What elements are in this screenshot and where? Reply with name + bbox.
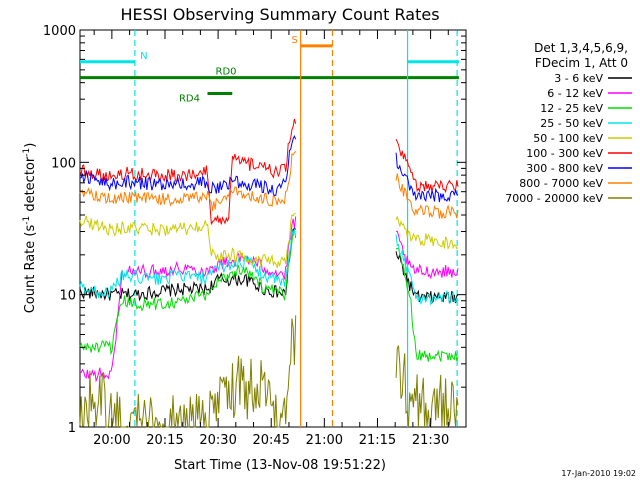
x-tick-label: 20:15 (146, 433, 183, 448)
series-line (79, 315, 459, 429)
y-axis: 1 10 100 1000 (43, 24, 466, 436)
series-line (79, 227, 459, 305)
flag-label: RD4 (179, 94, 200, 105)
series-line (79, 135, 459, 203)
flag-label: RD0 (216, 67, 237, 78)
x-axis: 20:00 20:15 20:30 20:45 21:00 21:15 21:30 (93, 30, 449, 448)
y-tick-label: 1000 (43, 24, 76, 39)
legend-label: 3 - 6 keV (554, 72, 603, 85)
legend-header-line: Det 1,3,4,5,6,9, (534, 41, 628, 55)
flag-label: N (140, 51, 147, 62)
y-tick-label: 100 (51, 156, 76, 171)
flags: N S RD0 RD4 (80, 35, 459, 105)
x-tick-label: 20:30 (199, 433, 236, 448)
footer-date: 17-Jan-2010 19:02 (561, 469, 636, 478)
x-tick-label: 20:00 (93, 433, 130, 448)
legend-header-line: FDecim 1, Att 0 (535, 56, 628, 70)
y-tick-label: 10 (59, 289, 76, 304)
legend-label: 6 - 12 keV (547, 87, 603, 100)
legend: Det 1,3,4,5,6,9, FDecim 1, Att 0 3 - 6 k… (505, 41, 632, 205)
y-axis-label: Count Rate (s-1 detector-1) (22, 143, 38, 314)
series-line (79, 150, 459, 219)
legend-label: 50 - 100 keV (533, 132, 603, 145)
series (79, 118, 459, 429)
series-line (79, 229, 459, 306)
legend-label: 800 - 7000 keV (519, 177, 603, 190)
x-tick-label: 21:00 (306, 433, 343, 448)
x-tick-label: 20:45 (252, 433, 289, 448)
legend-label: 12 - 25 keV (540, 102, 603, 115)
series-line (79, 228, 459, 362)
legend-label: 7000 - 20000 keV (505, 192, 603, 205)
series-line (79, 216, 459, 383)
x-tick-label: 21:30 (412, 433, 449, 448)
x-tick-label: 21:15 (359, 433, 396, 448)
flag-label: S (291, 35, 297, 46)
plot-area (79, 29, 467, 428)
legend-label: 25 - 50 keV (540, 117, 603, 130)
legend-label: 300 - 800 keV (526, 162, 603, 175)
chart-title: HESSI Observing Summary Count Rates (120, 5, 439, 24)
legend-label: 100 - 300 keV (526, 147, 603, 160)
series-line (79, 212, 459, 269)
x-axis-label: Start Time (13-Nov-08 19:51:22) (174, 458, 386, 473)
y-tick-label: 1 (68, 421, 76, 436)
series-line (79, 118, 459, 225)
